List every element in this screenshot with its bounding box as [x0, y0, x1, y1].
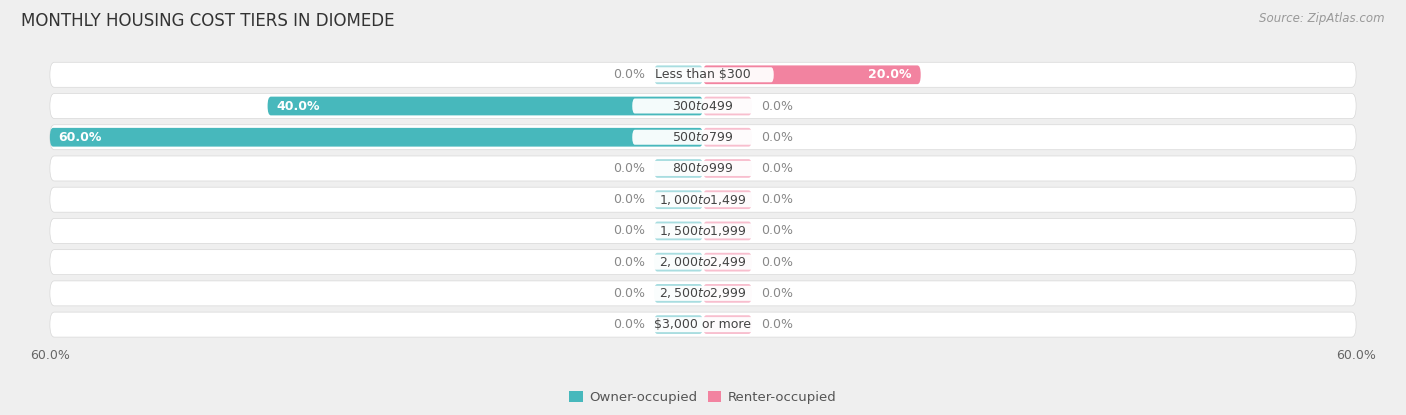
- FancyBboxPatch shape: [633, 223, 773, 238]
- Text: $500 to $799: $500 to $799: [672, 131, 734, 144]
- FancyBboxPatch shape: [49, 250, 1357, 275]
- FancyBboxPatch shape: [49, 218, 1357, 244]
- Text: 60.0%: 60.0%: [1336, 349, 1375, 362]
- FancyBboxPatch shape: [654, 222, 703, 240]
- FancyBboxPatch shape: [703, 253, 752, 271]
- FancyBboxPatch shape: [633, 286, 773, 301]
- FancyBboxPatch shape: [633, 192, 773, 207]
- Text: 0.0%: 0.0%: [761, 193, 793, 206]
- FancyBboxPatch shape: [703, 66, 921, 84]
- FancyBboxPatch shape: [703, 222, 752, 240]
- FancyBboxPatch shape: [633, 98, 773, 114]
- Text: 0.0%: 0.0%: [761, 225, 793, 237]
- FancyBboxPatch shape: [654, 66, 703, 84]
- Text: 0.0%: 0.0%: [761, 131, 793, 144]
- Text: $2,500 to $2,999: $2,500 to $2,999: [659, 286, 747, 300]
- FancyBboxPatch shape: [267, 97, 703, 115]
- Text: 0.0%: 0.0%: [761, 287, 793, 300]
- Text: 0.0%: 0.0%: [613, 225, 645, 237]
- FancyBboxPatch shape: [703, 128, 752, 146]
- Text: 40.0%: 40.0%: [277, 100, 319, 112]
- FancyBboxPatch shape: [49, 128, 703, 146]
- FancyBboxPatch shape: [703, 315, 752, 334]
- Text: 0.0%: 0.0%: [613, 162, 645, 175]
- FancyBboxPatch shape: [654, 190, 703, 209]
- FancyBboxPatch shape: [633, 255, 773, 270]
- FancyBboxPatch shape: [49, 281, 1357, 306]
- Text: 0.0%: 0.0%: [761, 162, 793, 175]
- Legend: Owner-occupied, Renter-occupied: Owner-occupied, Renter-occupied: [564, 386, 842, 409]
- FancyBboxPatch shape: [633, 161, 773, 176]
- Text: $3,000 or more: $3,000 or more: [655, 318, 751, 331]
- FancyBboxPatch shape: [49, 187, 1357, 212]
- Text: 0.0%: 0.0%: [613, 193, 645, 206]
- FancyBboxPatch shape: [49, 93, 1357, 119]
- FancyBboxPatch shape: [703, 284, 752, 303]
- FancyBboxPatch shape: [49, 156, 1357, 181]
- FancyBboxPatch shape: [703, 159, 752, 178]
- FancyBboxPatch shape: [654, 284, 703, 303]
- Text: 0.0%: 0.0%: [613, 68, 645, 81]
- FancyBboxPatch shape: [633, 317, 773, 332]
- FancyBboxPatch shape: [49, 312, 1357, 337]
- Text: $800 to $999: $800 to $999: [672, 162, 734, 175]
- Text: 0.0%: 0.0%: [761, 318, 793, 331]
- Text: $1,500 to $1,999: $1,500 to $1,999: [659, 224, 747, 238]
- Text: Source: ZipAtlas.com: Source: ZipAtlas.com: [1260, 12, 1385, 25]
- Text: $300 to $499: $300 to $499: [672, 100, 734, 112]
- FancyBboxPatch shape: [49, 62, 1357, 87]
- FancyBboxPatch shape: [703, 190, 752, 209]
- Text: 0.0%: 0.0%: [761, 100, 793, 112]
- Text: 60.0%: 60.0%: [59, 131, 103, 144]
- Text: 60.0%: 60.0%: [31, 349, 70, 362]
- Text: MONTHLY HOUSING COST TIERS IN DIOMEDE: MONTHLY HOUSING COST TIERS IN DIOMEDE: [21, 12, 395, 30]
- FancyBboxPatch shape: [654, 315, 703, 334]
- Text: 0.0%: 0.0%: [613, 256, 645, 269]
- Text: 0.0%: 0.0%: [761, 256, 793, 269]
- Text: $1,000 to $1,499: $1,000 to $1,499: [659, 193, 747, 207]
- Text: $2,000 to $2,499: $2,000 to $2,499: [659, 255, 747, 269]
- FancyBboxPatch shape: [654, 253, 703, 271]
- FancyBboxPatch shape: [703, 97, 752, 115]
- FancyBboxPatch shape: [654, 159, 703, 178]
- FancyBboxPatch shape: [49, 125, 1357, 150]
- Text: 0.0%: 0.0%: [613, 287, 645, 300]
- Text: 20.0%: 20.0%: [869, 68, 912, 81]
- FancyBboxPatch shape: [633, 130, 773, 145]
- Text: 0.0%: 0.0%: [613, 318, 645, 331]
- FancyBboxPatch shape: [633, 67, 773, 82]
- Text: Less than $300: Less than $300: [655, 68, 751, 81]
